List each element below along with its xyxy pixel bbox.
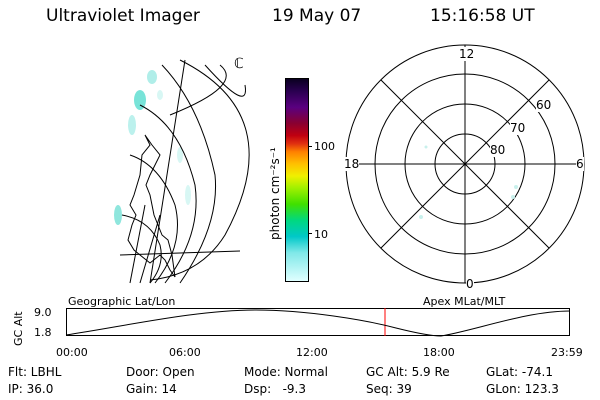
gc-alt-info: GC Alt: 5.9 Re: [366, 365, 450, 379]
geographic-map: [114, 59, 250, 284]
lat-label-70: 70: [510, 121, 526, 135]
seq-info: Seq: 39: [366, 382, 412, 396]
door-info: Door: Open: [126, 365, 195, 379]
mlt-label-6: 6: [576, 157, 584, 171]
polar-plot: [345, 44, 585, 284]
timeline-xtick-1200: 12:00: [296, 346, 328, 359]
gain-info: Gain: 14: [126, 382, 177, 396]
timeline-xtick-0600: 06:00: [169, 346, 201, 359]
timeline-xtick-1800: 18:00: [423, 346, 455, 359]
timeline-left-label: Geographic Lat/Lon: [68, 295, 176, 308]
glon-info: GLon: 123.3: [486, 382, 559, 396]
filter-info: Flt: LBHL: [8, 365, 62, 379]
lat-label-60: 60: [536, 98, 552, 112]
colorbar-unit-label: photon cm⁻²s⁻¹: [268, 147, 282, 240]
mlt-label-12: 12: [459, 47, 475, 61]
map-corner-label: ℂ: [234, 56, 244, 72]
mode-info: Mode: Normal: [244, 365, 328, 379]
date-label: 19 May 07: [272, 6, 362, 26]
time-label: 15:16:58 UT: [430, 6, 535, 26]
timeline-right-label: Apex MLat/MLT: [423, 295, 506, 308]
colorbar: [285, 78, 309, 282]
glat-info: GLat: -74.1: [486, 365, 553, 379]
timeline-xtick-0000: 00:00: [56, 346, 88, 359]
altitude-timeline: [65, 308, 571, 337]
lat-label-80: 80: [490, 143, 506, 157]
colorbar-tick-100: 100: [314, 140, 335, 153]
timeline-ytick-9: 9.0: [34, 306, 52, 319]
timeline-ytick-1-8: 1.8: [34, 326, 52, 339]
timeline-xtick-2359: 23:59: [551, 346, 583, 359]
ip-info: IP: 36.0: [8, 382, 54, 396]
dsp-info: Dsp: -9.3: [244, 382, 307, 396]
mlt-label-0: 0: [466, 277, 474, 291]
colorbar-tick-10: 10: [314, 228, 328, 241]
mlt-label-18: 18: [344, 157, 360, 171]
instrument-title: Ultraviolet Imager: [46, 6, 200, 26]
timeline-y-axis-label: GC Alt: [12, 311, 25, 346]
